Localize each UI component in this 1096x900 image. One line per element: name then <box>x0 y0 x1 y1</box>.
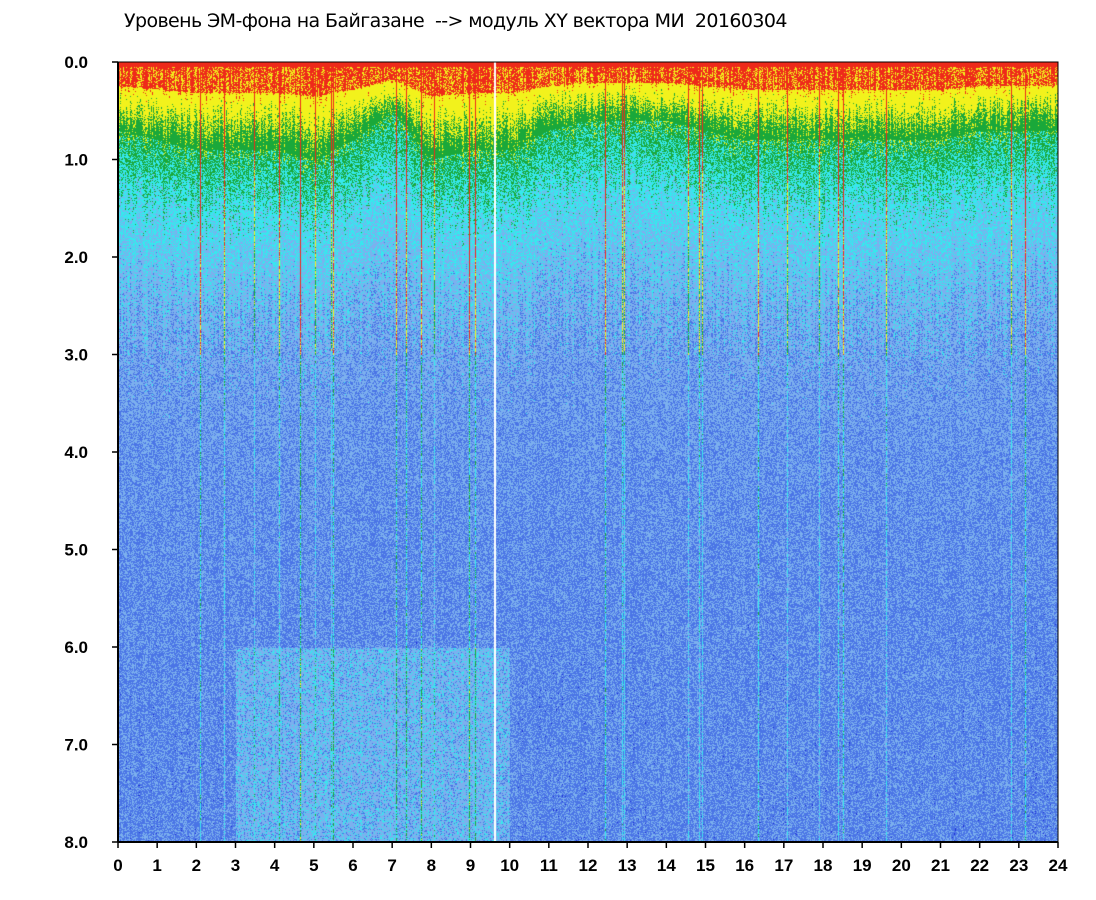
x-tick-label: 14 <box>657 856 676 875</box>
x-tick-label: 11 <box>540 856 558 875</box>
chart-title: Уровень ЭМ-фона на Байгазане --> модуль … <box>124 10 787 32</box>
x-tick-label: 15 <box>696 856 715 875</box>
x-tick-label: 4 <box>270 856 280 875</box>
x-tick-label: 20 <box>892 856 911 875</box>
y-tick-label: 1.0 <box>64 151 88 170</box>
x-tick-label: 9 <box>466 856 475 875</box>
x-tick-label: 8 <box>427 856 436 875</box>
x-tick-label: 23 <box>1009 856 1028 875</box>
x-tick-label: 22 <box>970 856 989 875</box>
y-tick-label: 7.0 <box>64 736 88 755</box>
y-tick-label: 8.0 <box>64 833 88 852</box>
x-axis: 0 1 2 3 4 5 6 7 8 9 10 11 12 13 14 15 16 17 18 19 20 21 22 23 24 <box>113 841 1068 875</box>
x-tick-label: 17 <box>774 856 793 875</box>
x-tick-label: 5 <box>309 856 318 875</box>
x-tick-label: 21 <box>931 856 950 875</box>
x-tick-label: 12 <box>579 856 598 875</box>
x-tick-label: 2 <box>192 856 201 875</box>
y-tick-label: 6.0 <box>64 638 88 657</box>
x-tick-label: 10 <box>500 856 519 875</box>
y-tick-label: 5.0 <box>64 541 88 560</box>
x-tick-label: 19 <box>853 856 872 875</box>
x-tick-label: 0 <box>113 856 122 875</box>
x-tick-label: 1 <box>152 856 161 875</box>
y-tick-label: 0.0 <box>64 53 88 72</box>
heatmap-raster <box>118 62 1058 842</box>
x-tick-label: 18 <box>814 856 833 875</box>
plot-area <box>117 61 1059 843</box>
x-tick-label: 16 <box>735 856 754 875</box>
x-tick-label: 7 <box>387 856 396 875</box>
y-tick-label: 4.0 <box>64 443 88 462</box>
y-axis: 0.0 1.0 2.0 3.0 4.0 5.0 6.0 7.0 8.0 <box>64 53 119 852</box>
x-tick-label: 3 <box>231 856 240 875</box>
x-tick-label: 6 <box>348 856 357 875</box>
x-tick-label: 24 <box>1049 856 1068 875</box>
y-tick-label: 3.0 <box>64 346 88 365</box>
y-tick-label: 2.0 <box>64 248 88 267</box>
x-tick-label: 13 <box>618 856 637 875</box>
